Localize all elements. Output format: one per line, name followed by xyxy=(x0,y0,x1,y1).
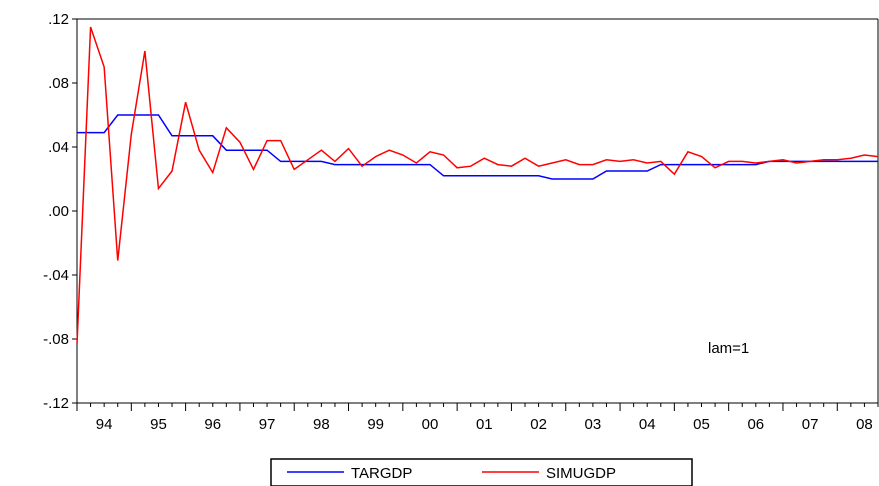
series-group xyxy=(76,26,879,344)
x-tick-label: 02 xyxy=(530,416,547,433)
legend-label-simugdp: SIMUGDP xyxy=(546,465,616,482)
x-tick-label: 08 xyxy=(856,416,873,433)
y-tick-label: .08 xyxy=(48,75,69,92)
x-tick-label: 94 xyxy=(96,416,113,433)
legend-label-targdp: TARGDP xyxy=(351,465,412,482)
x-tick-label: 97 xyxy=(259,416,276,433)
annotation-lam: lam=1 xyxy=(708,340,749,357)
x-tick-label: 06 xyxy=(747,416,764,433)
y-tick-label: -.12 xyxy=(43,395,69,412)
series-line-targdp xyxy=(77,114,878,180)
x-tick-label: 05 xyxy=(693,416,710,433)
x-tick-label: 96 xyxy=(204,416,221,433)
y-ticks: -.12 -.08 -.04 .00 .04 .08 .12 xyxy=(43,11,77,412)
y-tick-label: .12 xyxy=(48,11,69,28)
x-tick-label: 03 xyxy=(585,416,602,433)
legend: TARGDP SIMUGDP xyxy=(270,458,693,486)
x-tick-label: 95 xyxy=(150,416,167,433)
x-tick-label: 01 xyxy=(476,416,493,433)
x-ticks: 94 95 96 97 98 99 00 01 02 03 04 05 06 07 08 xyxy=(76,403,879,433)
y-tick-label: .04 xyxy=(48,139,69,156)
x-tick-label: 07 xyxy=(802,416,819,433)
x-tick-label: 98 xyxy=(313,416,330,433)
y-tick-label: -.08 xyxy=(43,331,69,348)
y-tick-label: .00 xyxy=(48,203,69,220)
plot-area xyxy=(76,18,879,404)
x-tick-label: 04 xyxy=(639,416,656,433)
y-tick-label: -.04 xyxy=(43,267,69,284)
x-tick-label: 99 xyxy=(367,416,384,433)
x-tick-label: 00 xyxy=(422,416,439,433)
series-line-simugdp xyxy=(76,26,879,344)
